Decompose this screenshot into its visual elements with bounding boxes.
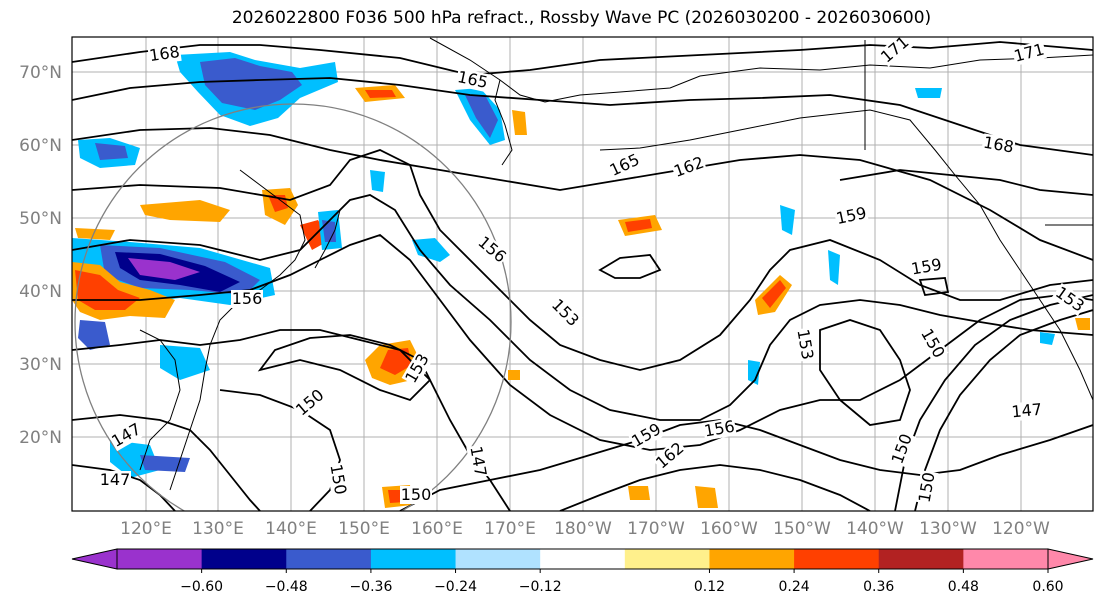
colorbar-tick-label: 0.12 <box>694 579 725 595</box>
contour-label-bg <box>888 430 917 468</box>
contour-label: 147 <box>1011 400 1043 422</box>
contour-label: 147 <box>100 470 131 489</box>
contour-label-bg <box>670 153 708 182</box>
contour-label-bg <box>1051 282 1088 317</box>
colorbar-tick-label: 0.48 <box>948 579 979 595</box>
contour-label-bg <box>455 67 491 93</box>
contour-label-bg <box>231 290 263 308</box>
lon-label: 130°W <box>919 519 977 539</box>
colorbar-swatch <box>286 549 372 569</box>
colorbar-swatch <box>370 549 457 569</box>
contour-label-bg <box>652 438 689 473</box>
lon-label: 170°E <box>484 519 536 539</box>
contour-label-bg <box>547 295 583 331</box>
colorbar-outline <box>116 548 1049 570</box>
contour-label-bg <box>1010 400 1044 422</box>
lat-label: 30°N <box>19 355 62 375</box>
contour-label-bg <box>292 385 329 420</box>
contour-label-bg <box>628 419 665 452</box>
colorbar-swatch <box>794 549 880 569</box>
contour-label-bg <box>401 350 434 387</box>
lat-label: 70°N <box>19 63 62 83</box>
lat-label: 20°N <box>19 428 62 448</box>
colorbar-swatch <box>455 549 541 569</box>
colorbar-tick-label: −0.36 <box>349 579 392 595</box>
contour-label-bg <box>147 42 182 66</box>
contour-label-bg <box>981 133 1016 157</box>
longitude-labels: 120°E 130°E 140°E 150°E 160°E 170°E 180°W 170°W… <box>120 519 1050 539</box>
lon-label: 170°W <box>627 519 685 539</box>
contour-label-bg <box>793 327 817 362</box>
contour-label-bg <box>326 462 350 497</box>
lat-label: 60°N <box>19 136 62 156</box>
lon-label: 120°W <box>992 519 1050 539</box>
colorbar-swatch <box>540 549 626 569</box>
contour-label-bg <box>466 444 490 479</box>
lon-label: 160°E <box>411 519 463 539</box>
contour-label-bg <box>108 419 145 452</box>
colorbar-extend-high <box>1047 548 1094 570</box>
latitude-labels: 70°N 60°N 50°N 40°N 30°N 20°N <box>19 63 62 448</box>
contour-label-bg <box>606 150 644 181</box>
colorbar-tick-label: −0.48 <box>265 579 308 595</box>
colorbar-swatch <box>201 549 287 569</box>
contour-label-bg <box>915 470 939 505</box>
lon-label: 120°E <box>120 519 172 539</box>
map-frame <box>71 36 1094 512</box>
colorbar-swatch <box>624 549 710 569</box>
colorbar-swatch <box>117 549 203 569</box>
lat-label: 40°N <box>19 282 62 302</box>
lon-label: 150°W <box>773 519 831 539</box>
lon-label: 140°E <box>265 519 317 539</box>
contour-label-bg <box>473 232 510 267</box>
contour-label-bg <box>400 486 432 504</box>
lon-label: 140°W <box>846 519 904 539</box>
contour-label: 168 <box>148 42 181 65</box>
rossby-wave-circle <box>74 103 512 511</box>
map-title: 2026022800 F036 500 hPa refract., Rossby… <box>231 8 932 28</box>
colorbar-swatch <box>709 549 795 569</box>
colorbar-swatch <box>963 549 1049 569</box>
colorbar-tick-label: 0.36 <box>863 579 894 595</box>
contour-label: 150 <box>401 485 432 504</box>
contour-label-bg <box>702 417 737 441</box>
contour-label-bg <box>833 203 869 229</box>
contour-label-bg <box>877 37 914 67</box>
lon-label: 150°E <box>338 519 390 539</box>
contour-label: 156 <box>232 289 263 308</box>
colorbar-tick-label: 0.60 <box>1032 579 1063 595</box>
colorbar-tick-labels: −0.60 −0.48 −0.36 −0.24 −0.12 0.12 0.24 0.36 0.4… <box>180 569 1064 595</box>
contour-label-bg <box>1011 40 1048 66</box>
lat-label: 50°N <box>19 209 62 229</box>
lon-label: 160°W <box>700 519 758 539</box>
colorbar-tick-label: −0.60 <box>180 579 223 595</box>
colorbar-tick-label: −0.12 <box>519 579 562 595</box>
colorbar-swatch <box>878 549 964 569</box>
contour-label-bg <box>909 255 944 279</box>
colorbar-tick-label: 0.24 <box>779 579 810 595</box>
colorbar-tick-label: −0.24 <box>434 579 477 595</box>
colorbar <box>71 548 1094 570</box>
lon-label: 180°W <box>554 519 612 539</box>
contour-label-bg <box>916 325 949 362</box>
colorbar-extend-low <box>71 548 118 570</box>
contour-label-bg <box>99 471 131 489</box>
lon-label: 130°E <box>192 519 244 539</box>
